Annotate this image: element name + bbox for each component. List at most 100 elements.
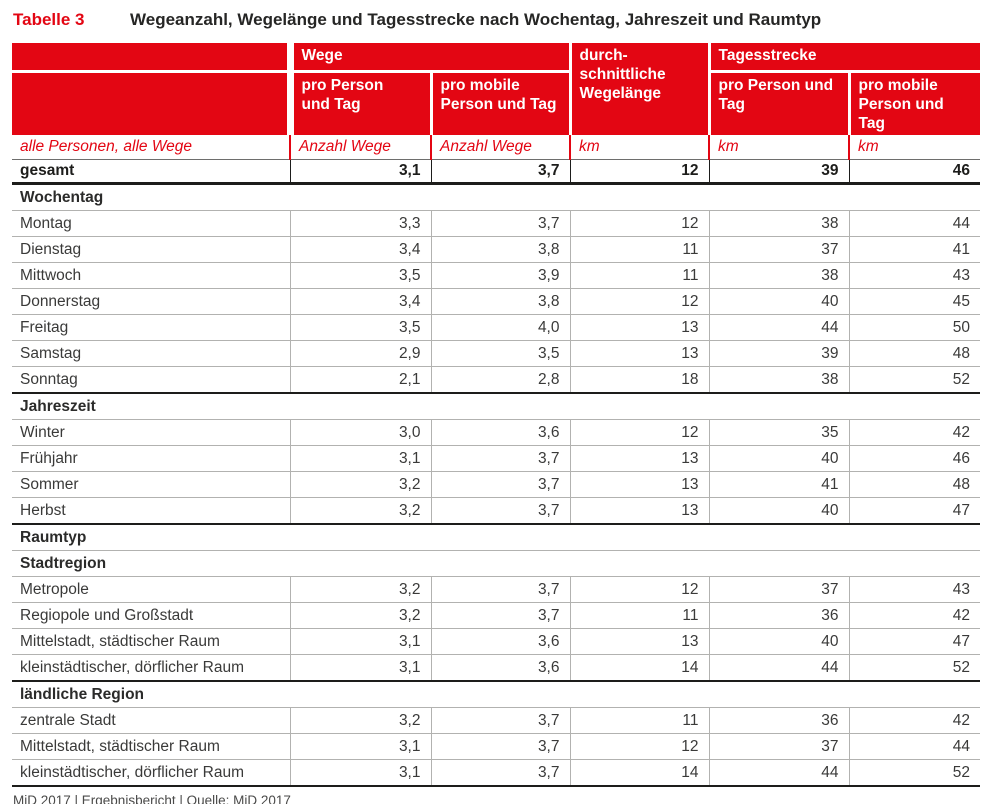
cell-value: 40 xyxy=(708,288,849,315)
table-row: Sommer 3,2 3,7 13 41 48 xyxy=(12,471,981,498)
cell-value: 3,2 xyxy=(289,602,431,629)
cell-value: 11 xyxy=(569,707,709,734)
cell-value: 3,2 xyxy=(289,576,431,603)
unit-cell: km xyxy=(847,135,981,160)
cell-value: 11 xyxy=(569,236,709,263)
row-label: Montag xyxy=(12,210,290,237)
cell-value: 43 xyxy=(848,262,981,289)
table-row: Mittelstadt, städtischer Raum 3,1 3,6 13 40 4… xyxy=(12,628,981,655)
cell-value: 11 xyxy=(569,262,709,289)
cell-value: 2,9 xyxy=(289,340,431,367)
total-value: 3,7 xyxy=(430,159,570,185)
total-value: 39 xyxy=(708,159,849,185)
section-heading: Raumtyp xyxy=(12,524,981,551)
cell-value: 44 xyxy=(708,654,849,682)
cell-value: 46 xyxy=(848,445,981,472)
cell-value: 3,2 xyxy=(289,471,431,498)
table-row: Mittwoch 3,5 3,9 11 38 43 xyxy=(12,262,981,289)
cell-value: 13 xyxy=(569,340,709,367)
cell-value: 3,1 xyxy=(289,733,431,760)
cell-value: 12 xyxy=(569,288,709,315)
section-heading-row: Raumtyp xyxy=(12,524,981,551)
row-label: Samstag xyxy=(12,340,290,367)
header-col-strecke-pro-person: pro Person und Tag xyxy=(707,70,849,135)
row-label: Dienstag xyxy=(12,236,290,263)
row-label: kleinstädtischer, dörflicher Raum xyxy=(12,759,290,787)
section-heading: ländliche Region xyxy=(12,681,981,708)
cell-value: 44 xyxy=(708,314,849,341)
table-row: kleinstädtischer, dörflicher Raum 3,1 3,7 1… xyxy=(12,759,981,787)
cell-value: 3,7 xyxy=(430,445,570,472)
cell-value: 41 xyxy=(848,236,981,263)
cell-value: 13 xyxy=(569,314,709,341)
cell-value: 3,7 xyxy=(430,733,570,760)
row-label: Sonntag xyxy=(12,366,290,394)
cell-value: 3,7 xyxy=(430,210,570,237)
cell-value: 3,4 xyxy=(289,288,431,315)
cell-value: 50 xyxy=(848,314,981,341)
cell-value: 37 xyxy=(708,236,849,263)
cell-value: 18 xyxy=(569,366,709,394)
cell-value: 52 xyxy=(848,366,981,394)
header-col-wege-pro-person: pro Person und Tag xyxy=(290,70,431,135)
row-label: Metropole xyxy=(12,576,290,603)
cell-value: 42 xyxy=(848,419,981,446)
unit-cell: km xyxy=(569,135,709,160)
cell-value: 13 xyxy=(569,628,709,655)
header-group-tagesstrecke: Tagesstrecke xyxy=(707,43,981,72)
cell-value: 40 xyxy=(708,628,849,655)
section-heading: Stadtregion xyxy=(12,550,981,577)
total-value: 46 xyxy=(848,159,981,185)
row-label: Frühjahr xyxy=(12,445,290,472)
cell-value: 3,6 xyxy=(430,628,570,655)
header-sub-row: pro Person und Tag pro mobile Person und… xyxy=(12,70,981,135)
cell-value: 47 xyxy=(848,628,981,655)
cell-value: 3,2 xyxy=(289,497,431,525)
cell-value: 3,9 xyxy=(430,262,570,289)
cell-value: 3,8 xyxy=(430,236,570,263)
cell-value: 38 xyxy=(708,366,849,394)
cell-value: 3,1 xyxy=(289,759,431,787)
row-label: zentrale Stadt xyxy=(12,707,290,734)
cell-value: 3,7 xyxy=(430,602,570,629)
cell-value: 3,8 xyxy=(430,288,570,315)
cell-value: 3,2 xyxy=(289,707,431,734)
cell-value: 42 xyxy=(848,602,981,629)
table-row: zentrale Stadt 3,2 3,7 11 36 42 xyxy=(12,707,981,734)
cell-value: 3,5 xyxy=(289,314,431,341)
cell-value: 2,8 xyxy=(430,366,570,394)
cell-value: 12 xyxy=(569,419,709,446)
cell-value: 3,1 xyxy=(289,628,431,655)
row-label: Winter xyxy=(12,419,290,446)
row-label: Mittelstadt, städtischer Raum xyxy=(12,733,290,760)
cell-value: 12 xyxy=(569,210,709,237)
cell-value: 3,6 xyxy=(430,654,570,682)
cell-value: 37 xyxy=(708,733,849,760)
section-heading-row: Jahreszeit xyxy=(12,393,981,420)
total-row: gesamt 3,1 3,7 12 39 46 xyxy=(12,159,981,185)
cell-value: 3,5 xyxy=(430,340,570,367)
cell-value: 39 xyxy=(708,340,849,367)
header-corner-cell xyxy=(12,43,294,72)
table-row: Donnerstag 3,4 3,8 12 40 45 xyxy=(12,288,981,315)
section-heading: Wochentag xyxy=(12,183,981,211)
cell-value: 44 xyxy=(708,759,849,787)
cell-value: 47 xyxy=(848,497,981,525)
table-row: kleinstädtischer, dörflicher Raum 3,1 3,6 1… xyxy=(12,654,981,682)
source-note: MiD 2017 | Ergebnisbericht | Quelle: MiD… xyxy=(13,793,291,804)
cell-value: 3,3 xyxy=(289,210,431,237)
table-number-label: Tabelle 3 xyxy=(13,10,85,29)
header-col-wegelaenge: durch- schnittliche Wegelänge xyxy=(568,43,709,135)
data-table: Wege durch- schnittliche Wegelänge Tages… xyxy=(12,43,981,787)
table-row: Herbst 3,2 3,7 13 40 47 xyxy=(12,497,981,525)
section-heading-row: Stadtregion xyxy=(12,550,981,577)
cell-value: 3,7 xyxy=(430,576,570,603)
cell-value: 11 xyxy=(569,602,709,629)
table-row: Montag 3,3 3,7 12 38 44 xyxy=(12,210,981,237)
cell-value: 13 xyxy=(569,471,709,498)
cell-value: 43 xyxy=(848,576,981,603)
unit-cell: Anzahl Wege xyxy=(430,135,570,160)
table-title: Tabelle 3 Wegeanzahl, Wegelänge und Tage… xyxy=(13,9,1006,30)
header-group-wege: Wege xyxy=(290,43,570,72)
cell-value: 36 xyxy=(708,602,849,629)
